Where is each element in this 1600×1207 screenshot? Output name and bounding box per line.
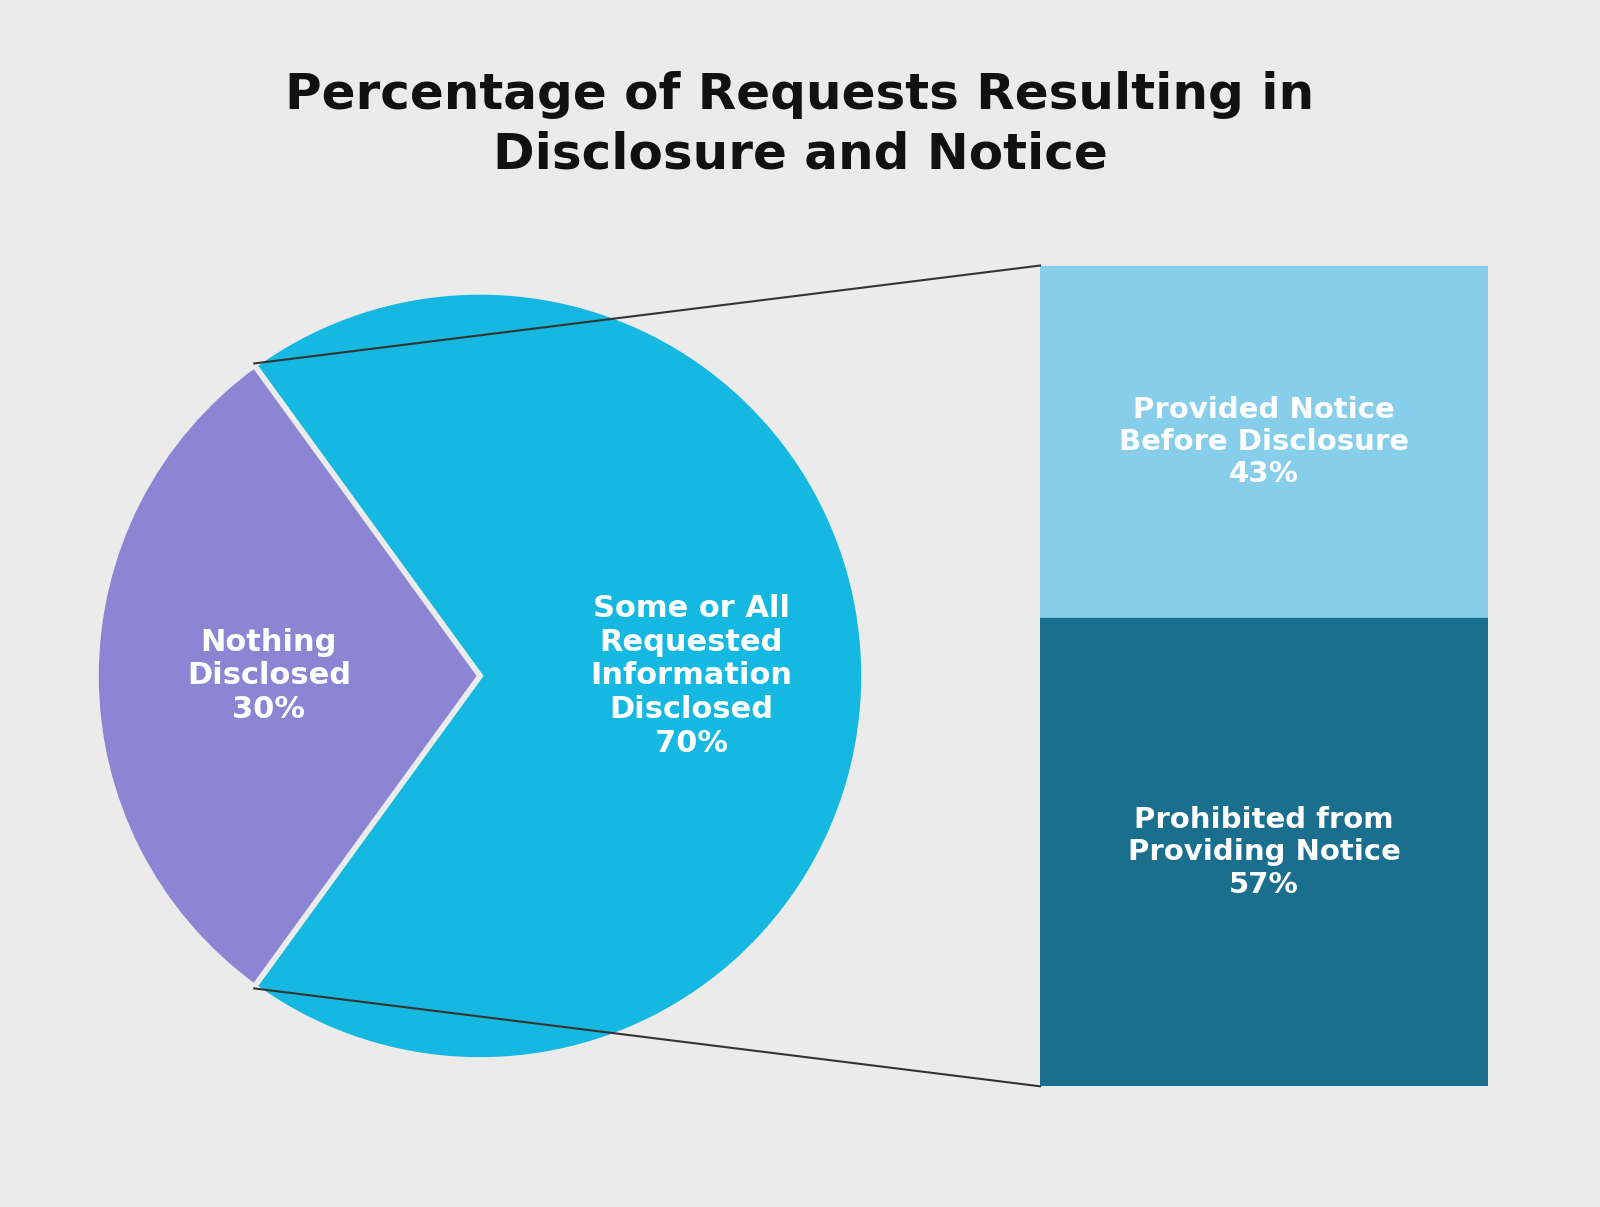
Text: Nothing
Disclosed
30%: Nothing Disclosed 30% xyxy=(187,628,350,724)
Wedge shape xyxy=(254,292,864,1060)
Text: Some or All
Requested
Information
Disclosed
70%: Some or All Requested Information Disclo… xyxy=(590,594,792,758)
Text: Percentage of Requests Resulting in
Disclosure and Notice: Percentage of Requests Resulting in Disc… xyxy=(285,71,1315,179)
Text: Provided Notice
Before Disclosure
43%: Provided Notice Before Disclosure 43% xyxy=(1118,396,1410,489)
Wedge shape xyxy=(96,366,480,986)
Text: Prohibited from
Providing Notice
57%: Prohibited from Providing Notice 57% xyxy=(1128,806,1400,899)
Bar xyxy=(1040,618,1488,1086)
Bar xyxy=(1040,266,1488,618)
